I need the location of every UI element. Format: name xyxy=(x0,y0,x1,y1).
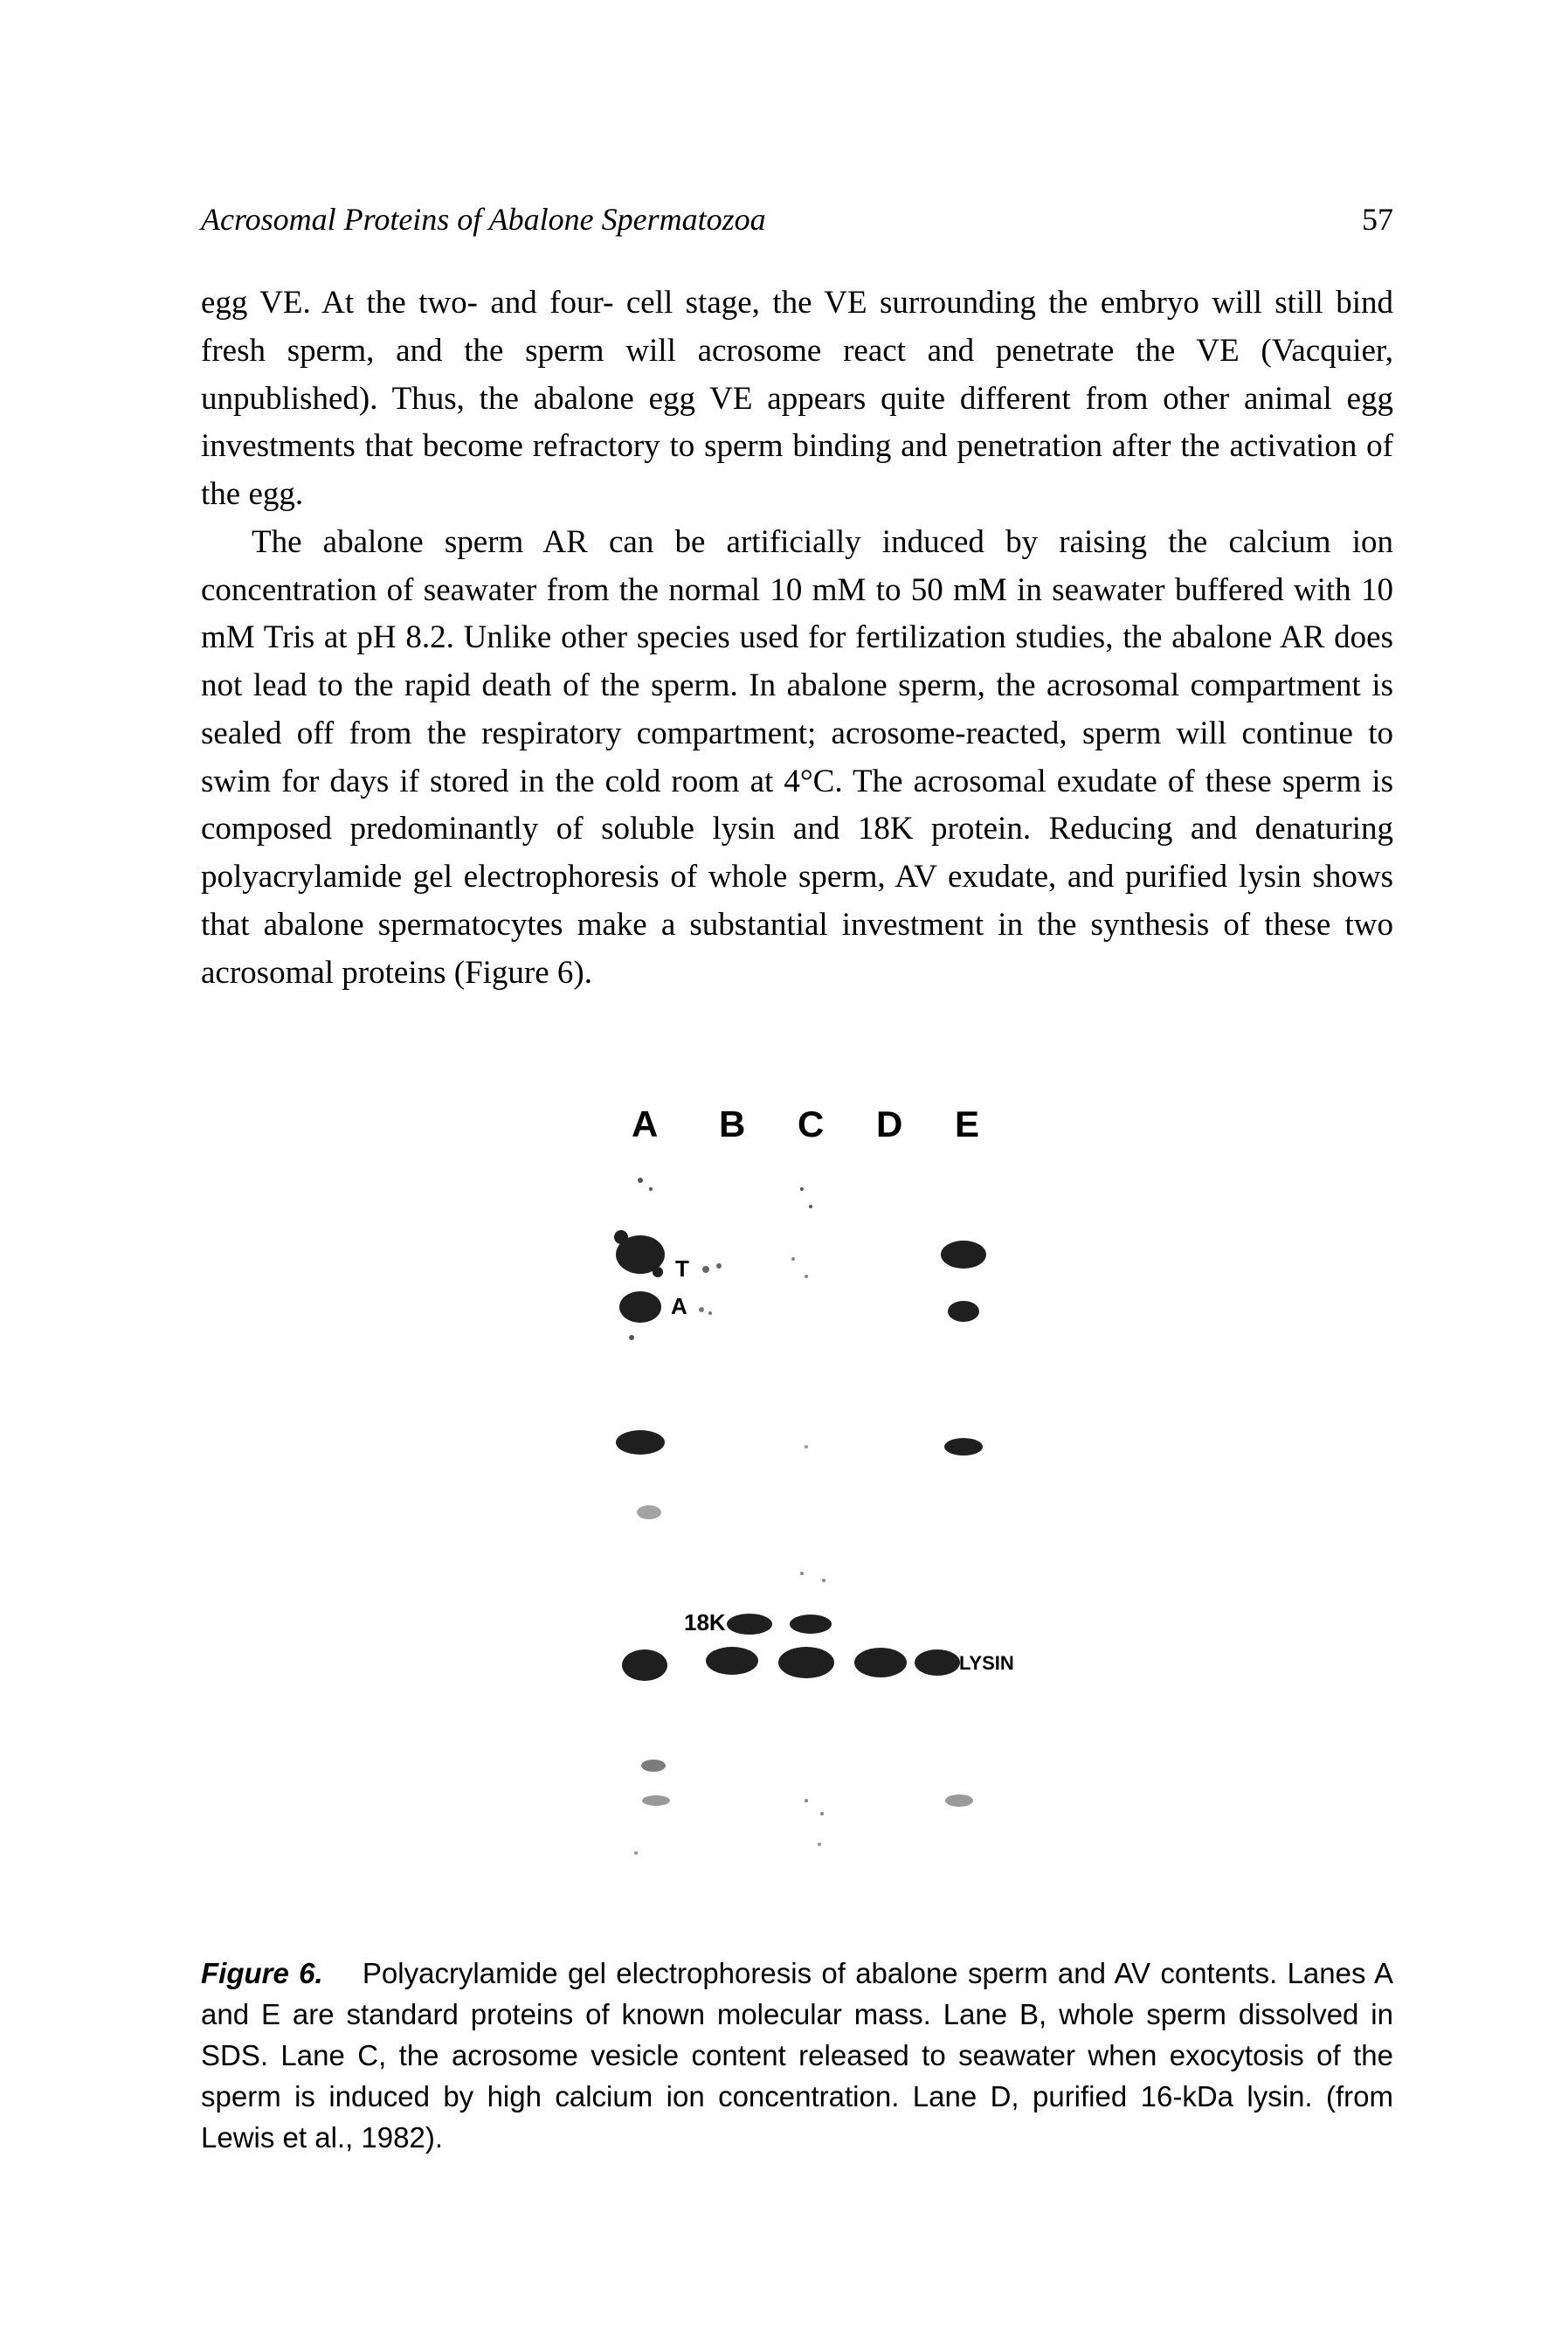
band-faint xyxy=(637,1505,661,1519)
band-faint xyxy=(945,1794,973,1807)
lane-label-d: D xyxy=(876,1103,902,1144)
lane-label-a: A xyxy=(632,1103,658,1144)
body-text: egg VE. At the two- and four- cell stage… xyxy=(201,280,1393,997)
lysin-label: LYSIN xyxy=(959,1652,1014,1674)
band-18k xyxy=(727,1614,772,1635)
page-container: Acrosomal Proteins of Abalone Spermatozo… xyxy=(0,0,1568,2351)
band-faint xyxy=(642,1795,670,1806)
band-lysin xyxy=(706,1647,758,1675)
figure-caption-text: Polyacrylamide gel electrophoresis of ab… xyxy=(201,1957,1393,2153)
band-lysin xyxy=(915,1649,960,1676)
running-header: Acrosomal Proteins of Abalone Spermatozo… xyxy=(201,201,1393,238)
lane-label-b: B xyxy=(719,1103,745,1144)
page-number: 57 xyxy=(1362,201,1393,238)
figure-caption: Figure 6. Polyacrylamide gel electrophor… xyxy=(201,1953,1393,2158)
band-faint xyxy=(641,1760,666,1772)
lane-label-e: E xyxy=(955,1103,979,1144)
mw-18k-label: 18K xyxy=(684,1609,726,1635)
figure-label: Figure 6. xyxy=(201,1957,323,1989)
band-lysin xyxy=(778,1647,834,1678)
paragraph-2: The abalone sperm AR can be artificially… xyxy=(201,519,1393,998)
a-label: A xyxy=(671,1293,687,1319)
gel-svg: A B C D E T xyxy=(570,1102,1025,1870)
gel-electrophoresis-image: A B C D E T xyxy=(570,1102,1025,1875)
band xyxy=(941,1241,986,1269)
lane-label-c: C xyxy=(798,1103,824,1144)
band xyxy=(616,1430,665,1455)
t-label: T xyxy=(675,1255,689,1282)
band-lysin xyxy=(854,1648,907,1677)
figure-6: A B C D E T xyxy=(201,1102,1393,1875)
running-title: Acrosomal Proteins of Abalone Spermatozo… xyxy=(201,201,766,238)
band-lysin xyxy=(622,1649,667,1681)
band xyxy=(944,1438,983,1456)
band-18k xyxy=(790,1615,832,1634)
paragraph-1: egg VE. At the two- and four- cell stage… xyxy=(201,280,1393,519)
band xyxy=(948,1301,979,1322)
band xyxy=(619,1291,661,1323)
